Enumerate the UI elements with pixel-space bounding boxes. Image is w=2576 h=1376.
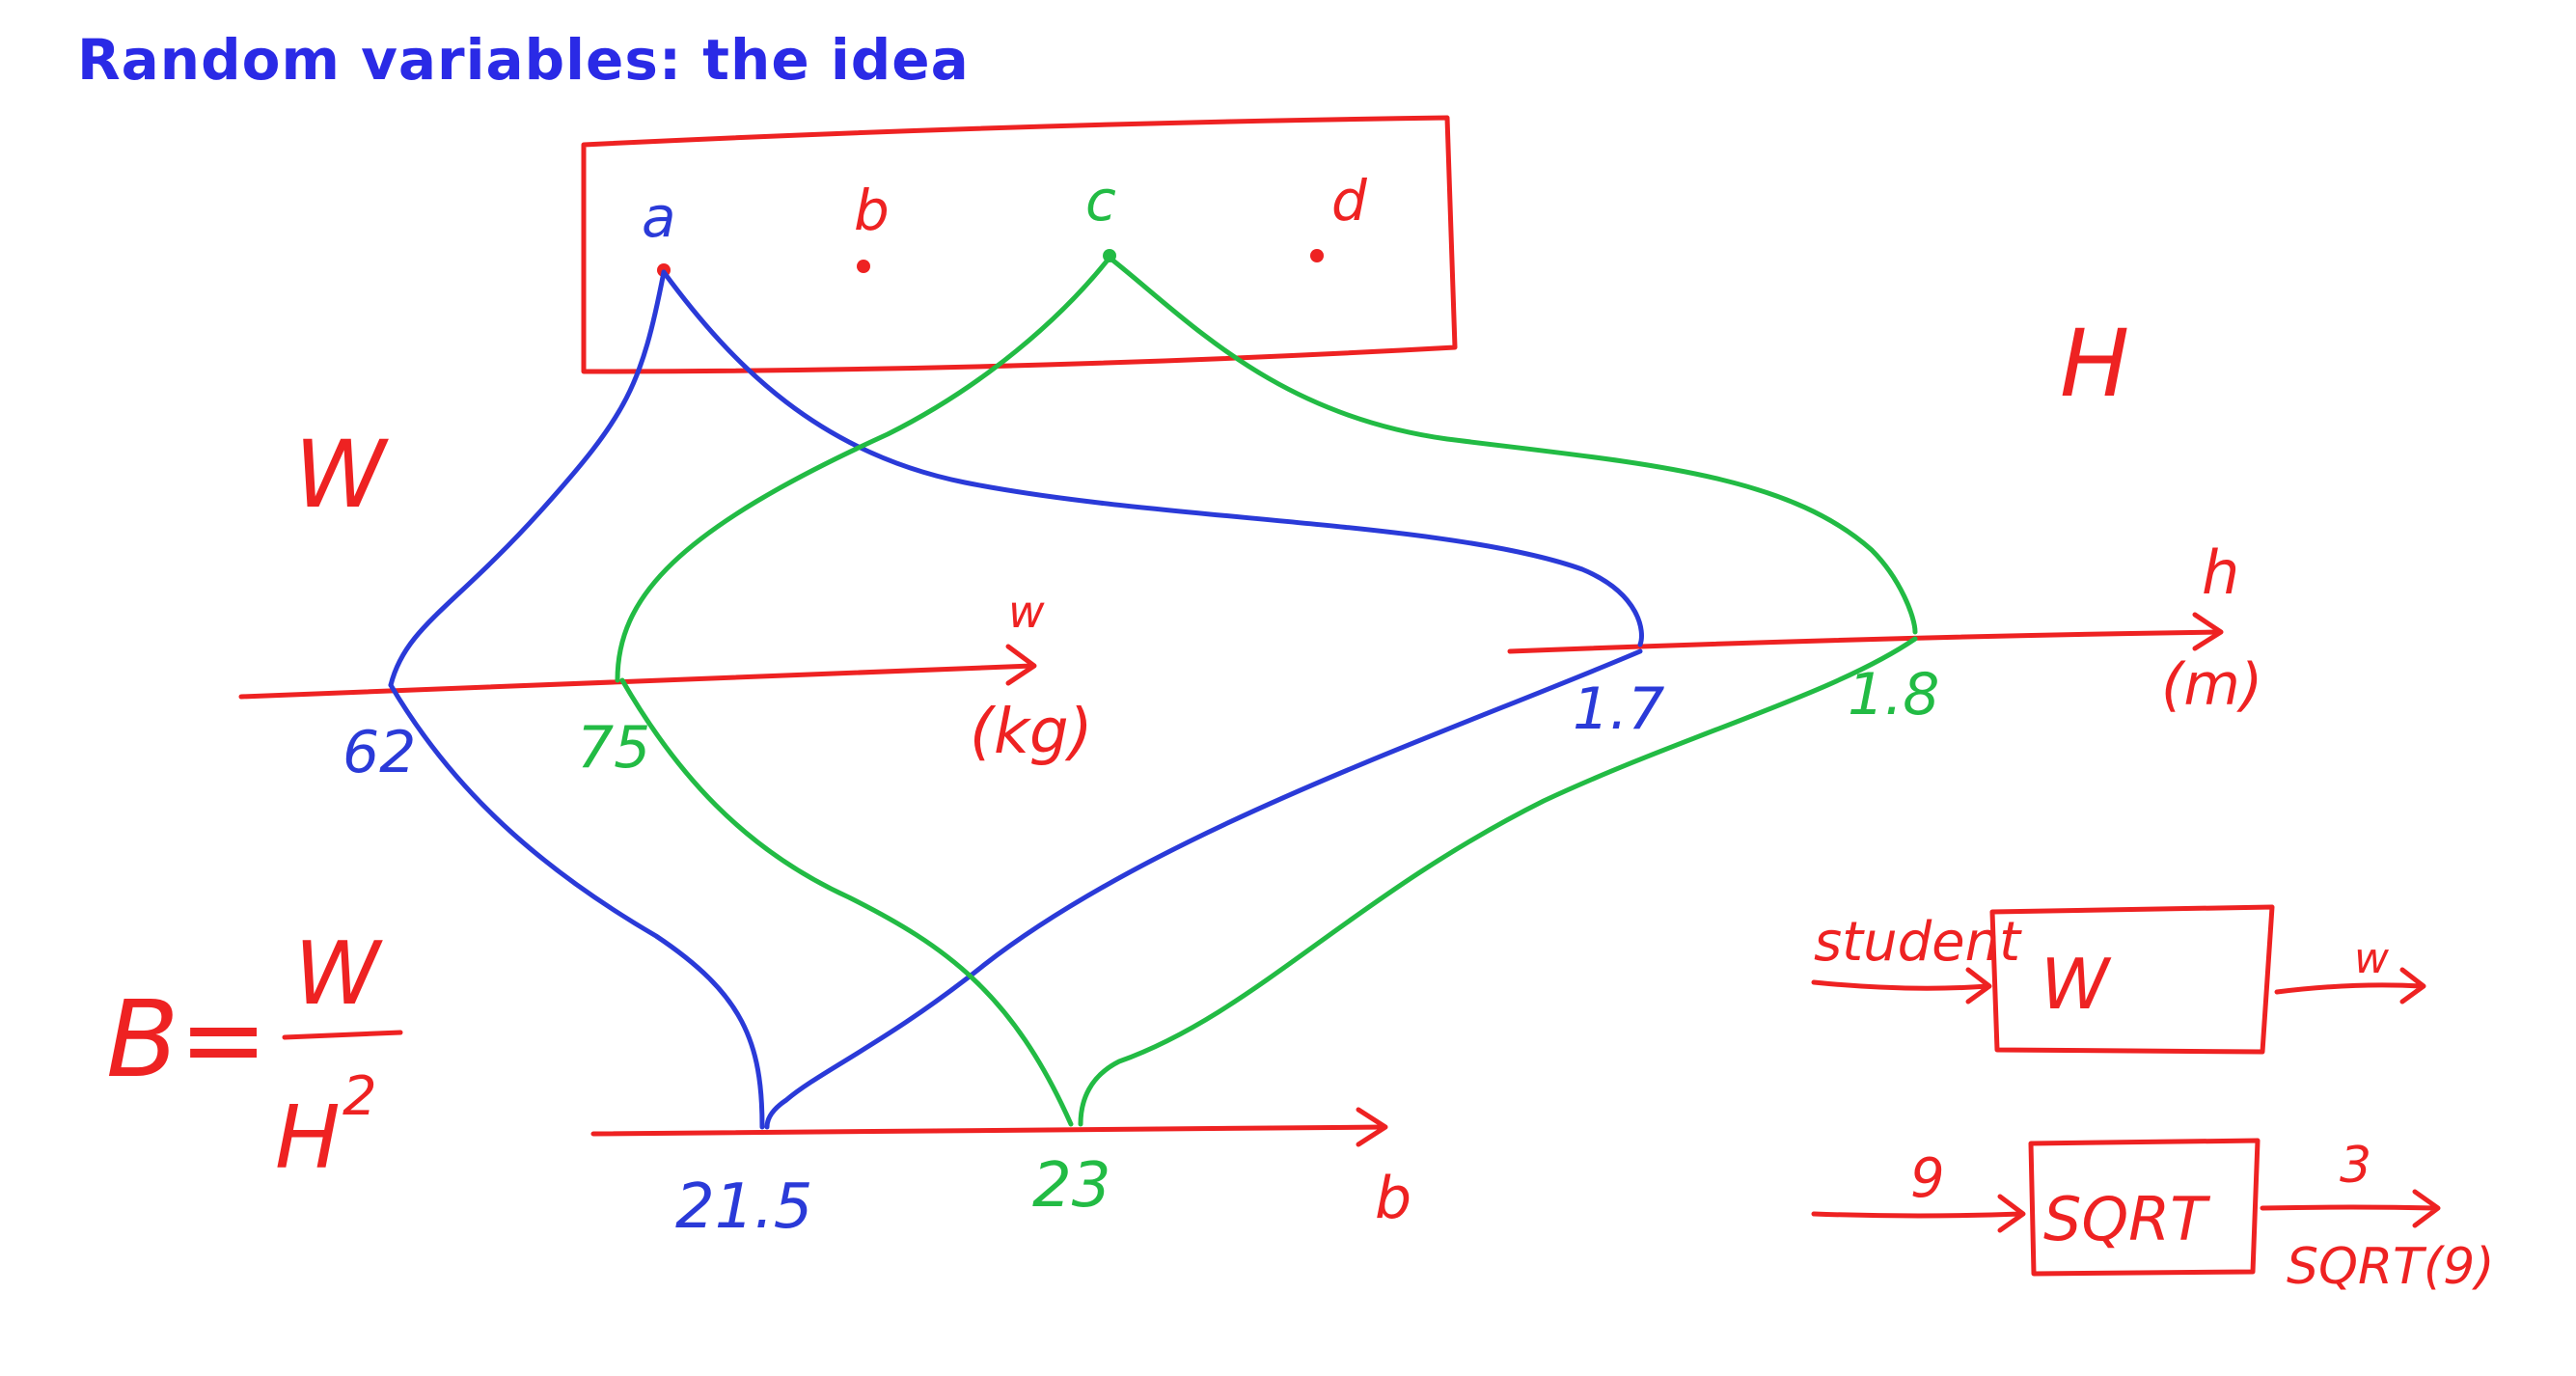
- weight-value-75: 75: [577, 714, 650, 782]
- map-height-1-7-to-bmi-21-5: [764, 648, 1643, 1130]
- sqrt-machine-output-arrow: [2260, 1189, 2441, 1228]
- sqrt-machine-input: 9: [1910, 1147, 1945, 1210]
- map-height-1-8-to-bmi-23: [1078, 636, 1918, 1127]
- height-axis-arrowhead: [2192, 612, 2224, 651]
- outcome-a-label: a: [642, 184, 676, 250]
- bmi-formula-denominator: H: [275, 1087, 341, 1189]
- outcome-c-mapping: [615, 255, 1918, 1127]
- outcome-d-label: d: [1331, 168, 1368, 234]
- bmi-axis-var: b: [1375, 1165, 1411, 1232]
- outcome-a-mapping: [388, 269, 1644, 1130]
- map-a-to-weight-62: [388, 269, 667, 688]
- height-axis-unit: (m): [2161, 651, 2262, 719]
- bmi-axis-line: [590, 1124, 1387, 1137]
- map-weight-62-to-bmi-21-5: [388, 682, 765, 1130]
- weight-machine-output-arrow: [2274, 967, 2426, 1004]
- slide-title: Random variables: the idea: [77, 27, 970, 93]
- height-axis-line: [1507, 629, 2222, 654]
- height-variable-label: H: [2060, 310, 2129, 418]
- sqrt-machine-box: [2028, 1138, 2261, 1277]
- weight-axis-arrowhead: [1005, 644, 1037, 686]
- weight-axis-var: w: [1008, 586, 1045, 638]
- map-c-to-height-1-8: [1107, 255, 1918, 635]
- height-value-1-7: 1.7: [1573, 675, 1664, 743]
- map-weight-75-to-bmi-23: [619, 677, 1074, 1127]
- sqrt-machine-output-note: SQRT(9): [2287, 1238, 2495, 1296]
- height-axis: h (m) 1.7 1.8: [1507, 537, 2262, 743]
- bmi-formula-exponent: 2: [343, 1065, 377, 1128]
- sqrt-machine-label: SQRT: [2043, 1184, 2210, 1254]
- outcome-c-label: c: [1085, 168, 1116, 234]
- sample-space: a b c d: [581, 115, 1458, 374]
- bmi-formula: B= W H 2: [106, 923, 403, 1189]
- bmi-value-21-5: 21.5: [675, 1171, 813, 1243]
- height-value-1-8: 1.8: [1848, 661, 1939, 729]
- weight-machine-box: [1989, 904, 2275, 1055]
- bmi-formula-lhs: B=: [106, 977, 268, 1101]
- weight-value-62: 62: [343, 719, 416, 786]
- weight-axis: w (kg) 62 75: [238, 586, 1093, 786]
- sqrt-machine: 9 SQRT 3 SQRT(9): [1811, 1137, 2495, 1296]
- height-axis-var: h: [2202, 537, 2239, 608]
- weight-axis-line: [238, 663, 1035, 700]
- weight-machine-input-arrow: [1811, 967, 1992, 1004]
- outcome-b-point: [857, 260, 870, 273]
- weight-variable-label: W: [294, 421, 389, 529]
- sample-space-box: [581, 115, 1458, 374]
- weight-machine: student W w: [1811, 904, 2426, 1055]
- outcome-d-point: [1310, 249, 1324, 262]
- bmi-axis-arrowhead: [1356, 1107, 1388, 1147]
- sqrt-machine-input-arrow: [1811, 1194, 2026, 1233]
- bmi-axis: b 21.5 23: [590, 1107, 1411, 1243]
- weight-machine-label: W: [2041, 944, 2112, 1025]
- bmi-formula-numerator: W: [294, 923, 383, 1025]
- weight-machine-input: student: [1814, 911, 2022, 974]
- bmi-formula-fraction-bar: [282, 1030, 403, 1040]
- map-a-to-height-1-7: [661, 269, 1644, 647]
- sqrt-machine-output: 3: [2340, 1137, 2371, 1195]
- bmi-value-23: 23: [1032, 1150, 1110, 1222]
- map-c-to-weight-75: [615, 255, 1112, 683]
- weight-axis-unit: (kg): [970, 697, 1093, 768]
- weight-machine-output: w: [2354, 934, 2390, 983]
- outcome-b-label: b: [854, 178, 890, 243]
